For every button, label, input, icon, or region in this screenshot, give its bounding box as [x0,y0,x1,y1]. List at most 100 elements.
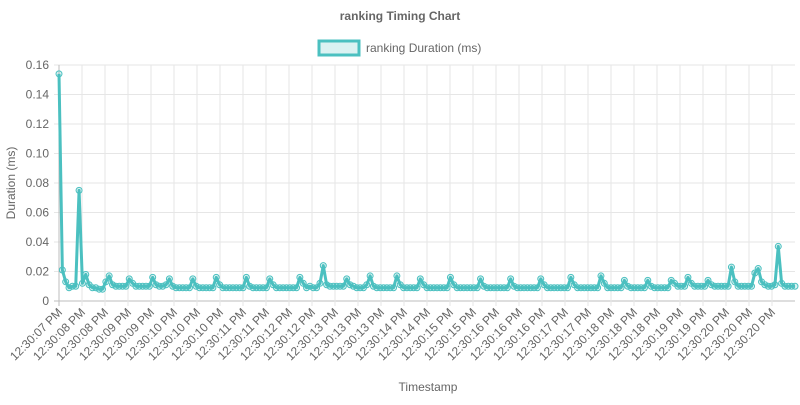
data-point[interactable] [105,272,113,280]
data-point[interactable] [537,275,545,283]
data-point[interactable] [109,281,117,289]
data-point[interactable] [212,273,220,281]
data-point[interactable] [413,284,421,292]
data-point[interactable] [145,282,153,290]
data-point[interactable] [473,284,481,292]
data-point[interactable] [620,276,628,284]
data-point[interactable] [727,263,735,271]
y-axis-ticks: 0 0.02 0.04 0.06 0.08 0.10 0.12 0.14 0.16 [26,58,50,308]
y-tick-label: 0.02 [26,265,50,279]
data-point[interactable] [748,282,756,290]
data-point[interactable] [724,282,732,290]
data-point[interactable] [343,275,351,283]
data-point[interactable] [771,281,779,289]
data-point[interactable] [363,281,371,289]
data-point[interactable] [390,284,398,292]
data-point[interactable] [98,285,106,293]
data-point[interactable] [152,281,160,289]
data-point[interactable] [296,273,304,281]
data-point[interactable] [82,270,90,278]
y-axis-title: Duration (ms) [4,147,18,220]
data-point[interactable] [567,273,575,281]
data-point[interactable] [349,282,357,290]
data-point[interactable] [169,282,177,290]
data-point[interactable] [346,281,354,289]
data-point[interactable] [707,281,715,289]
data-point[interactable] [564,284,572,292]
y-tick-label: 0.16 [26,58,50,72]
data-point[interactable] [306,282,314,290]
data-point[interactable] [443,284,451,292]
data-point[interactable] [647,282,655,290]
legend[interactable]: ranking Duration (ms) [317,39,481,57]
data-point[interactable] [480,282,488,290]
data-point[interactable] [266,275,274,283]
data-point[interactable] [503,284,511,292]
data-point[interactable] [416,275,424,283]
data-point[interactable] [594,284,602,292]
data-point[interactable] [246,282,254,290]
data-point[interactable] [366,272,374,280]
data-point[interactable] [189,275,197,283]
series-ranking-duration [55,70,799,293]
data-point[interactable] [72,282,80,290]
data-point[interactable] [624,282,632,290]
data-point[interactable] [369,282,377,290]
data-point[interactable] [597,272,605,280]
data-point[interactable] [339,282,347,290]
y-tick-label: 0.10 [26,147,50,161]
data-point[interactable] [58,266,66,274]
legend-label: ranking Duration (ms) [366,41,481,55]
data-point[interactable] [617,284,625,292]
data-point[interactable] [791,282,799,290]
grid [54,64,795,306]
data-point[interactable] [122,282,130,290]
data-point[interactable] [293,284,301,292]
chart-title: ranking Timing Chart [340,9,460,23]
data-point[interactable] [165,275,173,283]
data-point[interactable] [774,242,782,250]
data-point[interactable] [684,273,692,281]
data-point[interactable] [102,278,110,286]
data-point[interactable] [510,282,518,290]
data-point[interactable] [62,278,70,286]
data-point[interactable] [681,282,689,290]
data-point[interactable] [65,284,73,292]
data-point[interactable] [55,70,63,78]
data-point[interactable] [262,284,270,292]
data-point[interactable] [507,275,515,283]
data-point[interactable] [323,281,331,289]
data-point[interactable] [239,284,247,292]
data-point[interactable] [664,284,672,292]
data-point[interactable] [446,273,454,281]
data-point[interactable] [644,276,652,284]
data-point[interactable] [761,281,769,289]
y-tick-label: 0.08 [26,176,50,190]
data-point[interactable] [242,273,250,281]
y-tick-label: 0.06 [26,206,50,220]
data-point[interactable] [209,284,217,292]
data-point[interactable] [192,282,200,290]
y-tick-label: 0 [42,294,49,308]
data-point[interactable] [303,284,311,292]
data-point[interactable] [701,282,709,290]
data-point[interactable] [162,281,170,289]
data-point[interactable] [316,279,324,287]
data-point[interactable] [533,284,541,292]
data-point[interactable] [185,284,193,292]
data-point[interactable] [754,265,762,273]
y-tick-label: 0.12 [26,117,50,131]
data-point[interactable] [149,273,157,281]
data-point[interactable] [75,186,83,194]
data-point[interactable] [640,284,648,292]
data-point[interactable] [319,262,327,270]
data-point[interactable] [477,275,485,283]
data-point[interactable] [159,282,167,290]
data-point[interactable] [768,282,776,290]
data-point[interactable] [393,272,401,280]
y-tick-label: 0.14 [26,88,50,102]
data-point[interactable] [78,279,86,287]
